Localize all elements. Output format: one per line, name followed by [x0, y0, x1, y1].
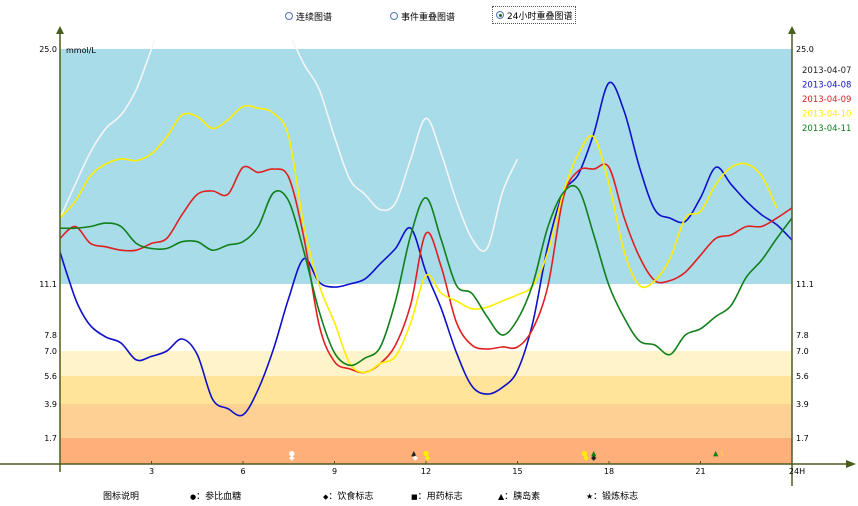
tab-24h-overlay[interactable]: 24小时重叠图谱 — [492, 6, 577, 24]
medication-icon: ■ — [411, 493, 418, 501]
insulin-icon: ▲ — [498, 492, 505, 501]
event-marker: ▲ — [411, 450, 417, 458]
y-tick-label-right: 7.0 — [796, 347, 809, 356]
x-tick-label: 18 — [604, 467, 614, 476]
legend-entry-2013-04-09: 2013-04-09 — [802, 95, 851, 105]
legend-meal: ◆：饮食标志 — [323, 492, 374, 502]
view-tabs: 连续图谱 事件重叠图谱 24小时重叠图谱 — [0, 6, 858, 28]
exercise-icon: ★ — [586, 492, 594, 501]
range-band — [60, 284, 792, 335]
legend-entry-2013-04-11: 2013-04-11 — [802, 124, 851, 134]
event-marker: \ — [721, 450, 724, 458]
range-band — [60, 49, 792, 284]
range-band — [60, 351, 792, 376]
range-band — [60, 404, 792, 438]
y-tick-label-right: 11.1 — [796, 280, 814, 289]
y-tick-label-right: 7.8 — [796, 331, 809, 340]
event-marker: ◆ — [591, 454, 597, 462]
series-line-2013-04-07 — [60, 40, 519, 252]
legend-entry-2013-04-08: 2013-04-08 — [802, 81, 851, 91]
series-line-2013-04-09 — [60, 163, 792, 374]
event-marker: ◆ — [583, 454, 589, 462]
x-tick-label: 3 — [149, 467, 154, 476]
range-band — [60, 438, 792, 464]
x-axis-arrow-icon — [846, 460, 856, 468]
event-marker: ● — [582, 450, 588, 458]
y-axis-right-arrow-icon — [788, 26, 796, 34]
x-tick-label: 21 — [695, 467, 705, 476]
x-tick-label: 15 — [512, 467, 522, 476]
range-band — [60, 376, 792, 404]
legend-medication: ■：用药标志 — [411, 492, 463, 502]
reference-glucose-icon: ● — [190, 493, 197, 501]
radio-icon[interactable] — [285, 12, 293, 20]
x-tick-label: 12 — [421, 467, 431, 476]
series-line-2013-04-10 — [60, 104, 778, 374]
legend-entry-2013-04-10: 2013-04-10 — [802, 110, 851, 120]
event-marker: ▲ — [591, 450, 597, 458]
y-tick-label-right: 5.6 — [796, 372, 809, 381]
y-tick-label-left: 7.0 — [44, 347, 57, 356]
tab-label: 连续图谱 — [296, 12, 333, 23]
meal-icon: ◆ — [323, 493, 329, 501]
legend-insulin: ▲：胰岛素 — [498, 492, 541, 502]
event-marker: ◆ — [413, 454, 419, 462]
y-tick-label-right: 25.0 — [796, 45, 814, 54]
event-marker: ◆ — [425, 454, 431, 462]
y-axis-arrow-icon — [56, 26, 64, 34]
y-tick-label-left: 1.7 — [44, 434, 57, 443]
tab-event-overlay[interactable]: 事件重叠图谱 — [390, 8, 455, 24]
legend-exercise: ★：锻炼标志 — [586, 492, 639, 502]
radio-selected-icon[interactable] — [496, 11, 504, 19]
y-tick-label-right: 3.9 — [796, 400, 809, 409]
event-marker: ▲ — [713, 450, 719, 458]
series-line-2013-04-08 — [60, 81, 792, 417]
radio-icon[interactable] — [390, 12, 398, 20]
y-axis-unit-label: mmol/L — [66, 46, 96, 55]
event-marker: ● — [423, 450, 429, 458]
series-line-2013-04-11 — [60, 184, 792, 367]
y-tick-label-right: 1.7 — [796, 434, 809, 443]
legend-reference-glucose: ●：参比血糖 — [190, 492, 242, 502]
x-tick-label: 24H — [789, 467, 805, 476]
x-tick-label: 6 — [240, 467, 245, 476]
x-tick-label: 9 — [332, 467, 337, 476]
icon-legend-title: 图标说明 — [103, 492, 140, 502]
legend-entry-2013-04-07: 2013-04-07 — [802, 66, 851, 76]
y-tick-label-left: 11.1 — [39, 280, 57, 289]
tab-continuous[interactable]: 连续图谱 — [285, 8, 332, 24]
y-tick-label-left: 25.0 — [39, 45, 57, 54]
event-marker: ◆ — [289, 454, 295, 462]
event-marker: ● — [289, 450, 295, 458]
y-tick-label-left: 3.9 — [44, 400, 57, 409]
range-band — [60, 335, 792, 351]
icon-legend: 图标说明 ●：参比血糖 ◆：饮食标志 ■：用药标志 ▲：胰岛素 ★：锻炼标志 — [0, 489, 858, 503]
y-tick-label-left: 5.6 — [44, 372, 57, 381]
tab-label: 24小时重叠图谱 — [507, 11, 573, 22]
tab-label: 事件重叠图谱 — [401, 12, 456, 23]
y-tick-label-left: 7.8 — [44, 331, 57, 340]
